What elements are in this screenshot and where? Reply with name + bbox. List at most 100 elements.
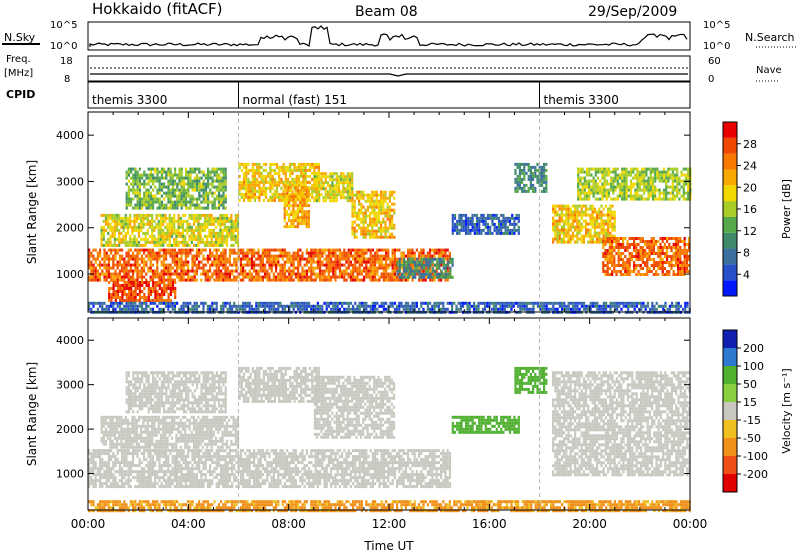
heatmap-cell	[149, 248, 152, 252]
heatmap-cell	[134, 188, 137, 192]
heatmap-cell	[191, 260, 194, 264]
heatmap-cell	[226, 266, 229, 270]
heatmap-cell	[174, 194, 177, 198]
heatmap-cell	[353, 211, 356, 215]
heatmap-cell	[264, 269, 267, 273]
heatmap-cell	[220, 275, 223, 279]
heatmap-cell	[197, 216, 200, 220]
heatmap-cell	[196, 176, 199, 180]
heatmap-cell	[636, 185, 639, 189]
heatmap-cell	[604, 231, 607, 235]
heatmap-cell	[340, 193, 343, 197]
heatmap-cell	[180, 257, 183, 261]
heatmap-cell	[630, 258, 633, 261]
heatmap-cell	[635, 264, 638, 267]
heatmap-cell	[571, 216, 574, 220]
heatmap-cell	[182, 275, 185, 279]
heatmap-cell	[354, 269, 357, 273]
heatmap-cell	[174, 287, 177, 290]
heatmap-cell	[143, 263, 146, 267]
heatmap-cell	[489, 228, 492, 232]
heatmap-cell	[440, 263, 443, 267]
heatmap-cell	[208, 219, 211, 223]
heatmap-cell	[213, 170, 216, 174]
heatmap-cell	[185, 182, 188, 186]
heatmap-cell	[382, 254, 385, 258]
heatmap-cell	[293, 177, 296, 181]
heatmap-cell	[202, 200, 205, 204]
heatmap-cell	[605, 173, 608, 177]
heatmap-cell	[623, 185, 626, 189]
heatmap-cell	[594, 182, 597, 186]
heatmap-cell	[565, 210, 568, 214]
heatmap-cell	[661, 258, 664, 261]
heatmap-cell	[613, 222, 616, 226]
heatmap-cell	[380, 263, 383, 267]
heatmap-cell	[458, 213, 461, 217]
heatmap-cell	[283, 213, 286, 217]
heatmap-cell	[611, 249, 614, 252]
heatmap-cell	[130, 182, 133, 186]
heatmap-cell	[429, 248, 432, 252]
heatmap-cell	[236, 225, 240, 229]
heatmap-cell	[641, 249, 644, 252]
heatmap-cell	[593, 228, 596, 232]
heatmap-cell	[617, 255, 620, 258]
heatmap-cell	[133, 219, 136, 223]
heatmap-cell	[212, 240, 215, 244]
heatmap-cell	[256, 183, 259, 187]
heatmap-cell	[671, 179, 674, 183]
heatmap-cell	[258, 174, 261, 178]
heatmap-cell	[202, 254, 205, 258]
heatmap-cell	[576, 231, 579, 235]
heatmap-cell	[256, 189, 259, 193]
heatmap-cell	[607, 216, 610, 220]
heatmap-cell	[151, 231, 154, 235]
heatmap-cell	[371, 266, 374, 270]
heatmap-cell	[343, 257, 346, 261]
heatmap-cell	[169, 293, 172, 296]
heatmap-cell	[502, 222, 505, 226]
heatmap-cell	[353, 202, 356, 206]
heatmap-cell	[141, 290, 144, 293]
heatmap-cell	[365, 272, 368, 276]
heatmap-cell	[380, 205, 383, 209]
heatmap-cell	[364, 193, 367, 197]
heatmap-cell	[193, 197, 196, 201]
heatmap-cell	[156, 272, 159, 276]
heatmap-cell	[247, 171, 250, 175]
heatmap-cell	[278, 171, 281, 175]
heatmap-cell	[602, 255, 605, 258]
heatmap-cell	[391, 214, 394, 218]
heatmap-cell	[135, 213, 138, 217]
heatmap-cell	[303, 210, 306, 214]
heatmap-cell	[272, 260, 275, 264]
heatmap-cell	[662, 173, 666, 177]
heatmap-cell	[301, 254, 304, 258]
heatmap-cell	[374, 257, 377, 261]
heatmap-cell	[348, 193, 352, 197]
heatmap-cell	[650, 270, 653, 273]
heatmap-cell	[554, 225, 557, 229]
heatmap-cell	[123, 290, 126, 293]
heatmap-cell	[627, 173, 630, 177]
heatmap-cell	[600, 225, 603, 229]
heatmap-cell	[138, 191, 141, 195]
heatmap-cell	[272, 254, 275, 258]
heatmap-cell	[590, 185, 593, 189]
heatmap-cell	[380, 266, 383, 270]
heatmap-cell	[574, 225, 577, 229]
heatmap-cell	[307, 210, 310, 214]
heatmap-cell	[174, 206, 177, 210]
heatmap-cell	[624, 264, 627, 267]
heatmap-cell	[176, 206, 179, 210]
heatmap-cell	[196, 206, 199, 210]
heatmap-cell	[177, 240, 180, 244]
heatmap-cell	[414, 266, 417, 270]
heatmap-cell	[669, 191, 672, 195]
heatmap-cell	[420, 266, 423, 270]
heatmap-cell	[585, 182, 589, 186]
heatmap-cell	[230, 228, 233, 232]
heatmap-cell	[577, 179, 580, 183]
heatmap-cell	[143, 185, 146, 189]
